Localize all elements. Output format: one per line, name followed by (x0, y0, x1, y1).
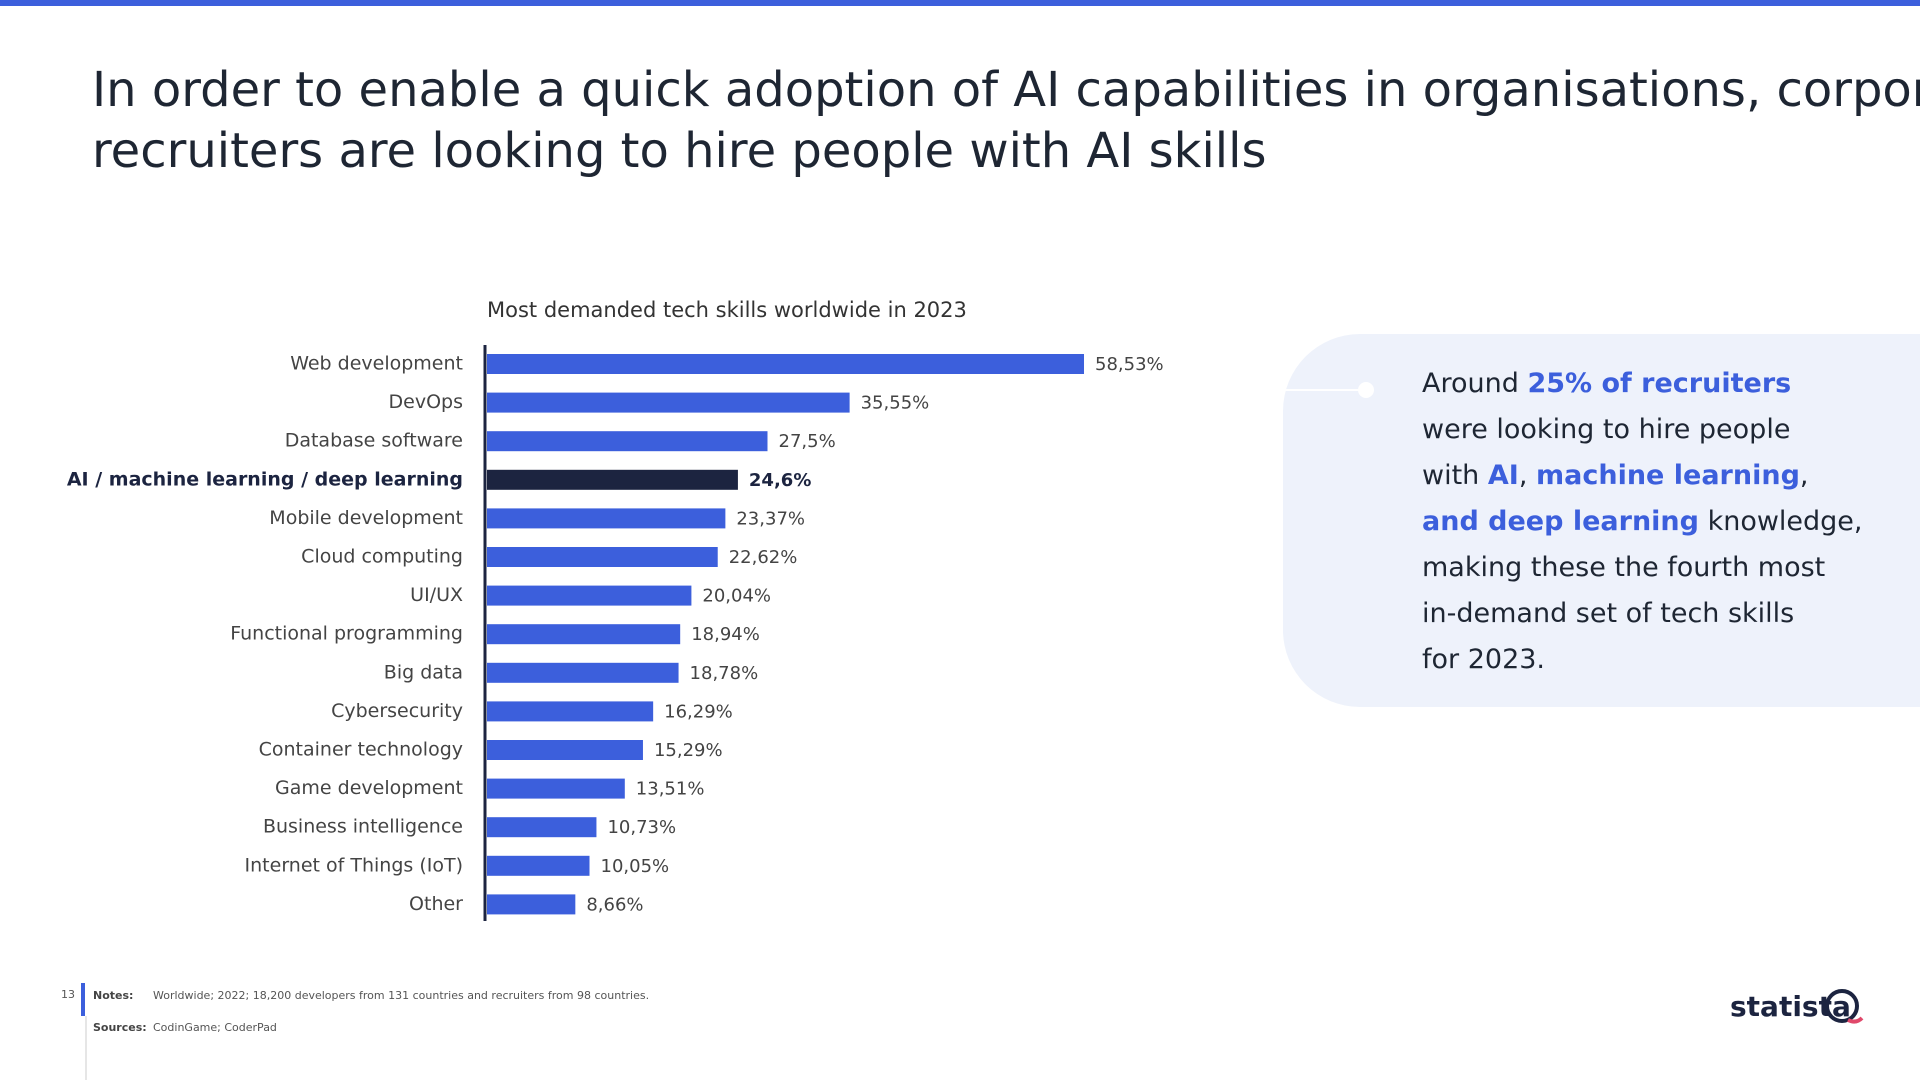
callout-line: for 2023. (1422, 644, 1545, 675)
callout-text: for 2023. (1422, 644, 1545, 675)
bar (487, 431, 768, 452)
callout-line: and deep learning knowledge, (1422, 506, 1863, 537)
callout-text: were looking to hire people (1422, 414, 1790, 445)
bar (487, 354, 1085, 374)
callout-line: making these the fourth most (1422, 552, 1825, 583)
value-label: 13,51% (636, 779, 705, 800)
value-label: 58,53% (1095, 354, 1164, 375)
category-label: Cybersecurity (331, 700, 463, 722)
bar (487, 894, 576, 915)
category-label: AI / machine learning / deep learning (67, 468, 463, 490)
value-label: 10,05% (601, 856, 670, 877)
sources: CodinGame; CoderPad (153, 1021, 277, 1034)
bar (487, 662, 679, 683)
category-label: Mobile development (269, 507, 463, 529)
slide-title: recruiters are looking to hire people wi… (92, 123, 1266, 179)
category-label: Cloud computing (301, 546, 463, 568)
notes: Worldwide; 2022; 18,200 developers from … (153, 989, 649, 1002)
callout-line: in-demand set of tech skills (1422, 598, 1794, 629)
page-number: 13 (61, 988, 75, 1001)
callout-text: knowledge, (1699, 506, 1863, 537)
callout-text: and deep learning (1422, 506, 1699, 537)
sources-label: Sources: (93, 1021, 147, 1034)
category-label: UI/UX (410, 584, 463, 606)
bar (487, 740, 643, 760)
value-label: 20,04% (702, 586, 771, 607)
value-label: 18,94% (691, 624, 760, 645)
bar (487, 701, 654, 722)
notes-label: Notes: (93, 989, 133, 1002)
slide-title: In order to enable a quick adoption of A… (92, 62, 1920, 118)
bar (487, 392, 850, 413)
bar (487, 855, 590, 876)
value-label: 22,62% (729, 547, 798, 568)
value-label: 23,37% (736, 508, 805, 529)
value-label: 35,55% (861, 393, 930, 414)
category-label: DevOps (389, 391, 463, 413)
callout-text: making these the fourth most (1422, 552, 1825, 583)
callout-text: with (1422, 460, 1488, 491)
callout-dot (1358, 382, 1374, 398)
category-label: Functional programming (230, 623, 463, 645)
logo-icon-accent (1847, 1016, 1864, 1024)
category-label: Container technology (259, 739, 463, 761)
category-label: Internet of Things (IoT) (245, 854, 463, 876)
bar (487, 508, 726, 529)
bar (487, 585, 692, 606)
bar (487, 778, 625, 799)
logo-icon (1825, 989, 1859, 1023)
value-label: 8,66% (586, 894, 643, 915)
callout-text: 25% of recruiters (1527, 368, 1791, 399)
callout-text: , (1519, 460, 1536, 491)
callout-text: in-demand set of tech skills (1422, 598, 1794, 629)
bar (487, 469, 738, 490)
value-label: 18,78% (690, 663, 759, 684)
top-bar (0, 0, 1920, 6)
callout-text: Around (1422, 368, 1527, 399)
value-label: 24,6% (749, 470, 811, 491)
category-label: Other (409, 893, 463, 915)
value-label: 10,73% (607, 817, 676, 838)
callout-text: machine learning (1536, 460, 1800, 491)
bar (487, 817, 597, 838)
value-label: 16,29% (664, 701, 733, 722)
callout-text: , (1800, 460, 1809, 491)
category-label: Business intelligence (263, 816, 463, 838)
callout-line: Around 25% of recruiters (1422, 368, 1791, 399)
bar (487, 624, 681, 645)
callout-box (1283, 334, 1920, 707)
callout-line: were looking to hire people (1422, 414, 1790, 445)
callout-text: AI (1488, 460, 1519, 491)
category-label: Game development (275, 777, 463, 799)
value-label: 27,5% (779, 431, 836, 452)
value-label: 15,29% (654, 740, 723, 761)
category-label: Database software (285, 430, 463, 452)
footer-accent (81, 983, 85, 1016)
chart-title: Most demanded tech skills worldwide in 2… (487, 298, 967, 322)
bar (487, 547, 718, 567)
category-label: Big data (384, 661, 463, 683)
callout-line: with AI, machine learning, (1422, 460, 1809, 491)
category-label: Web development (290, 353, 463, 375)
